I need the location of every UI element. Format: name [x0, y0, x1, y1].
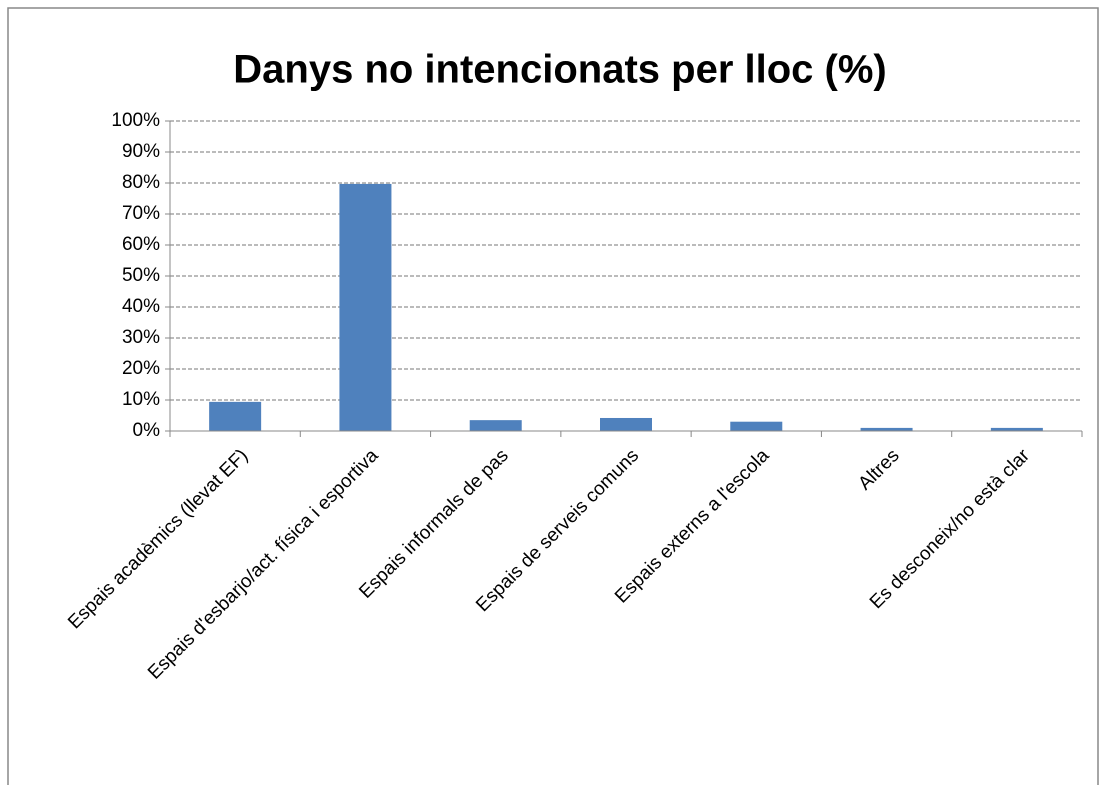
y-tick-label: 60%	[122, 234, 160, 255]
y-tick-label: 20%	[122, 358, 160, 379]
bar	[209, 401, 262, 431]
bar	[990, 427, 1043, 431]
y-tick-label: 90%	[122, 141, 160, 162]
y-tick-label: 50%	[122, 265, 160, 286]
bar	[469, 420, 522, 431]
chart-frame	[7, 7, 1099, 785]
y-tick-label: 100%	[111, 110, 160, 131]
bar	[860, 427, 913, 431]
y-tick-label: 40%	[122, 296, 160, 317]
bar	[600, 417, 652, 431]
chart-title: Danys no intencionats per lloc (%)	[233, 48, 886, 92]
y-tick-label: 80%	[122, 172, 160, 193]
bar	[730, 421, 783, 431]
y-tick-label: 0%	[133, 420, 161, 441]
y-tick-label: 70%	[122, 203, 160, 224]
y-tick-label: 10%	[122, 389, 160, 410]
y-tick-label: 30%	[122, 327, 160, 348]
bar	[339, 183, 392, 431]
